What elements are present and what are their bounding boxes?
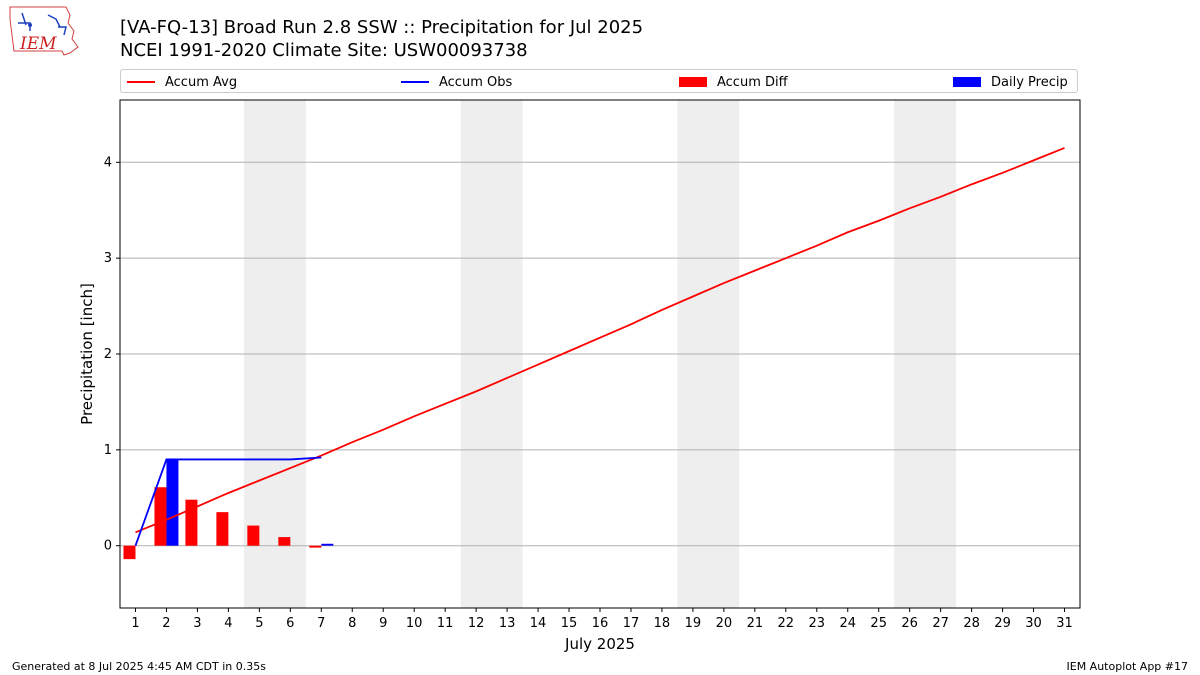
ytick-label-1: 1 <box>104 443 112 458</box>
bar-accum-diff-7 <box>309 545 322 548</box>
legend-label-accum-obs: Accum Obs <box>439 74 513 90</box>
logo-text: IEM <box>19 34 57 54</box>
bar-accum-diff-6 <box>278 537 291 546</box>
legend-item-accum-avg: Accum Avg <box>127 73 237 91</box>
ytick-label-2: 2 <box>104 347 112 362</box>
legend-label-daily-precip: Daily Precip <box>991 74 1068 90</box>
legend-swatch-accum-obs <box>401 81 429 83</box>
legend-item-daily-precip: Daily Precip <box>953 73 1068 91</box>
xtick-label-20: 20 <box>716 616 733 631</box>
bar-daily-precip-7 <box>321 543 334 546</box>
xtick-label-23: 23 <box>809 616 826 631</box>
footer-app: IEM Autoplot App #17 <box>1066 660 1189 673</box>
xtick-label-28: 28 <box>963 616 980 631</box>
xtick-label-30: 30 <box>1025 616 1042 631</box>
x-axis-label: July 2025 <box>564 635 635 653</box>
xtick-label-2: 2 <box>162 616 170 631</box>
bar-accum-diff-2 <box>154 487 167 546</box>
ytick-label-4: 4 <box>104 155 112 170</box>
ytick-label-0: 0 <box>104 539 112 554</box>
legend-item-accum-obs: Accum Obs <box>401 73 512 91</box>
xtick-label-12: 12 <box>468 616 485 631</box>
legend: Accum Avg Accum Obs Accum Diff Daily Pre… <box>120 69 1078 93</box>
bar-accum-diff-5 <box>247 525 260 546</box>
legend-label-accum-avg: Accum Avg <box>165 74 238 90</box>
xtick-label-25: 25 <box>870 616 887 631</box>
ytick-label-3: 3 <box>104 251 112 266</box>
legend-swatch-accum-diff <box>679 77 707 87</box>
bar-accum-diff-4 <box>216 512 229 546</box>
line-accum-avg <box>135 147 1065 534</box>
xtick-label-8: 8 <box>348 616 356 631</box>
plot-frame <box>119 99 1081 609</box>
xtick-label-27: 27 <box>932 616 949 631</box>
footer-generated: Generated at 8 Jul 2025 4:45 AM CDT in 0… <box>12 660 266 673</box>
xtick-label-16: 16 <box>592 616 609 631</box>
xtick-label-11: 11 <box>437 616 454 631</box>
bar-accum-diff-1 <box>123 545 136 560</box>
xtick-label-21: 21 <box>747 616 764 631</box>
xtick-label-7: 7 <box>317 616 325 631</box>
xtick-label-17: 17 <box>623 616 640 631</box>
iem-logo: IEM <box>9 6 79 56</box>
line-accum-obs <box>134 456 322 547</box>
xtick-label-18: 18 <box>654 616 671 631</box>
legend-item-accum-diff: Accum Diff <box>679 73 788 91</box>
xtick-label-9: 9 <box>379 616 387 631</box>
legend-swatch-daily-precip <box>953 77 981 87</box>
xtick-label-24: 24 <box>839 616 856 631</box>
xtick-label-29: 29 <box>994 616 1011 631</box>
y-axis-label: Precipitation [inch] <box>78 283 96 425</box>
xtick-label-3: 3 <box>193 616 201 631</box>
xtick-label-26: 26 <box>901 616 918 631</box>
bar-daily-precip-2 <box>166 459 179 546</box>
xtick-label-1: 1 <box>131 616 139 631</box>
xtick-label-14: 14 <box>530 616 547 631</box>
xtick-label-4: 4 <box>224 616 232 631</box>
legend-label-accum-diff: Accum Diff <box>717 74 788 90</box>
xtick-label-22: 22 <box>778 616 795 631</box>
chart-subtitle: NCEI 1991-2020 Climate Site: USW00093738 <box>120 40 528 61</box>
xtick-label-5: 5 <box>255 616 263 631</box>
xtick-label-15: 15 <box>561 616 578 631</box>
xtick-label-10: 10 <box>406 616 423 631</box>
xtick-label-6: 6 <box>286 616 294 631</box>
xtick-label-13: 13 <box>499 616 516 631</box>
xtick-label-31: 31 <box>1056 616 1073 631</box>
xtick-label-19: 19 <box>685 616 702 631</box>
legend-swatch-accum-avg <box>127 81 155 83</box>
chart-title: [VA-FQ-13] Broad Run 2.8 SSW :: Precipit… <box>120 17 644 38</box>
